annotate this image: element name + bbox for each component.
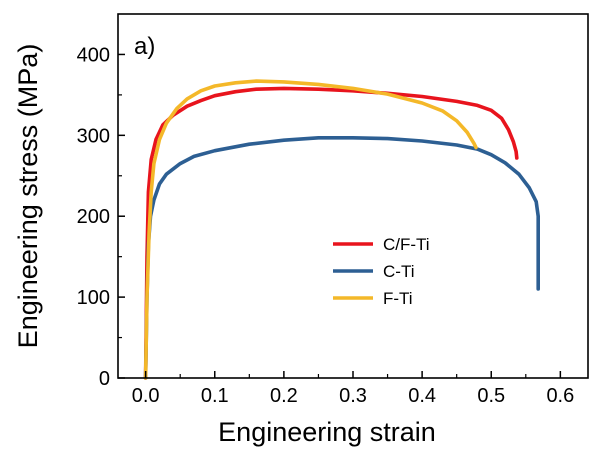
legend: C/F-Ti C-Ti F-Ti — [333, 235, 430, 308]
x-tick-label: 0.5 — [477, 385, 505, 407]
x-tick-label: 0.0 — [132, 385, 160, 407]
series-layer — [143, 79, 540, 380]
y-axis-title: Engineering stress (MPa) — [13, 44, 43, 349]
series-line-c-f-ti — [143, 86, 519, 380]
x-axis-title: Engineering strain — [218, 417, 436, 447]
x-tick-label: 0.4 — [408, 385, 436, 407]
legend-label-c-ti: C-Ti — [383, 262, 414, 281]
x-tick-label: 0.3 — [339, 385, 367, 407]
x-tick-label: 0.6 — [546, 385, 574, 407]
legend-label-f-ti: F-Ti — [383, 289, 413, 308]
series-line-f-ti — [143, 79, 478, 380]
series-line-c-ti — [143, 136, 540, 380]
y-tick-label: 100 — [77, 287, 110, 309]
x-tick-label: 0.1 — [201, 385, 229, 407]
ticks-layer: 0.0 0.1 0.2 0.3 0.4 0.5 0.6 0 100 200 300 400 — [77, 44, 575, 407]
y-tick-label: 400 — [77, 44, 110, 66]
x-tick-label: 0.2 — [270, 385, 298, 407]
legend-label-c-f-ti: C/F-Ti — [383, 235, 430, 254]
panel-label: a) — [134, 33, 155, 60]
y-tick-label: 200 — [77, 206, 110, 228]
y-tick-label: 0 — [99, 368, 110, 390]
y-tick-label: 300 — [77, 125, 110, 147]
